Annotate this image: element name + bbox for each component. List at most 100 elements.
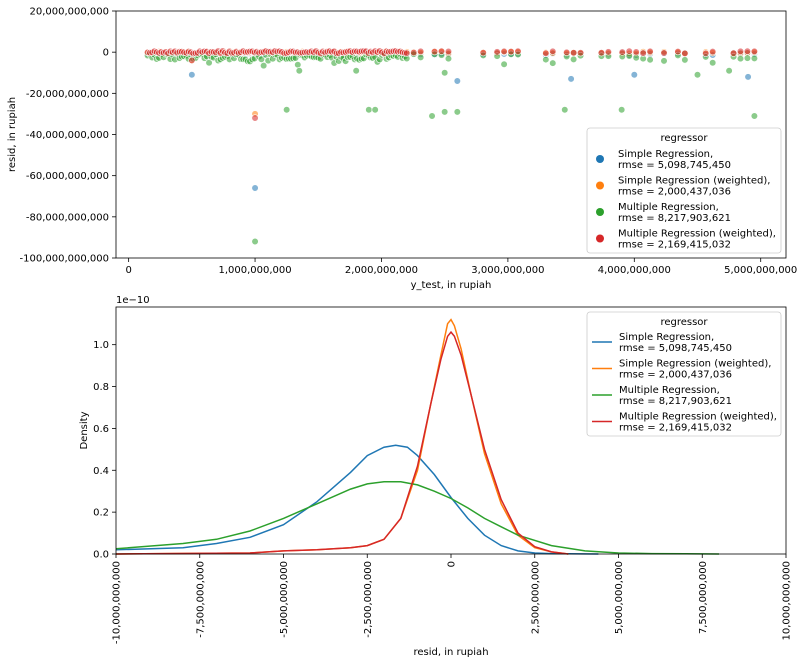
x-tick-label: 0 [125, 265, 131, 276]
legend-title: regressor [660, 317, 708, 328]
scatter-point [437, 47, 446, 55]
y-tick-label: 0.0 [93, 550, 109, 561]
scatter-point [702, 49, 710, 57]
scatter-point [743, 54, 752, 62]
y-tick-label: -100,000,000,000 [20, 254, 110, 265]
scatter-point [681, 56, 689, 64]
legend-label: rmse = 2,169,415,032 [619, 423, 732, 434]
scatter-point [257, 55, 265, 63]
scatter-point [500, 47, 508, 56]
scatter-point [453, 108, 461, 116]
legend-label: Simple Regression, [619, 332, 714, 343]
y-axis-label: Density [79, 411, 90, 449]
legend-label: rmse = 5,098,745,450 [618, 160, 731, 171]
legend-marker-simple_weighted [596, 181, 604, 190]
scatter-point [604, 48, 612, 56]
x-tick-label: 3,000,000,000 [471, 265, 544, 276]
scatter-point [479, 49, 487, 57]
scatter-point [295, 67, 303, 75]
scatter-point [500, 60, 508, 68]
scatter-point [709, 59, 717, 67]
scatter-point [693, 71, 702, 79]
y-tick-label: 1.0 [93, 340, 109, 351]
density-line-multiple_weighted [115, 330, 569, 555]
scatter-point [542, 49, 550, 57]
x-tick-label: 7,500,000,000 [698, 561, 709, 634]
legend-marker-simple [596, 155, 604, 163]
legend-label: rmse = 2,000,437,036 [619, 370, 732, 381]
scatter-point [493, 48, 501, 56]
scatter-point [542, 55, 550, 64]
y-tick-label: 0.2 [93, 508, 109, 519]
y-tick-label: 0 [103, 48, 109, 59]
scatter-point [709, 47, 717, 56]
scatter-point [352, 67, 360, 75]
scatter-point [563, 48, 571, 57]
scatter-point [660, 57, 668, 65]
legend-label: rmse = 2,000,437,036 [618, 187, 731, 198]
scatter-point [570, 55, 578, 64]
scatter-point [453, 77, 461, 85]
x-axis-label: y_test, in rupiah [411, 280, 492, 291]
scatter-point [365, 106, 373, 114]
x-tick-label: 2,000,000,000 [345, 265, 418, 276]
scatter-point [674, 47, 682, 56]
scatter-point [428, 112, 436, 120]
x-tick-label: 0 [447, 561, 458, 567]
scatter-point [251, 237, 259, 246]
density-line-simple_weighted [115, 318, 569, 555]
x-tick-label: 2,500,000,000 [530, 561, 541, 634]
scatter-point [736, 54, 745, 63]
legend-marker-multiple_weighted [596, 234, 604, 243]
legend-label: Multiple Regression (weighted), [619, 412, 777, 423]
scatter-point [725, 67, 733, 75]
scatter-point [630, 71, 638, 79]
scatter-point [750, 54, 758, 63]
scatter-point [507, 48, 515, 56]
y-axis-label: resid, in rupiah [7, 97, 18, 172]
legend-label: Multiple Regression (weighted), [618, 229, 776, 240]
scatter-point [188, 56, 196, 65]
scatter-point [743, 47, 752, 55]
scatter-point [444, 47, 453, 56]
scatter-point [646, 56, 654, 64]
y-tick-label: 0.4 [93, 466, 109, 477]
legend-box [586, 311, 782, 437]
scatter-point [251, 114, 259, 122]
x-axis-label: resid, in rupiah [413, 647, 488, 658]
scatter-point [294, 61, 302, 69]
y-multiplier: 1e−10 [116, 295, 150, 306]
legend-title: regressor [660, 133, 708, 144]
scatter-point [750, 112, 758, 120]
scatter-point [576, 49, 585, 57]
scatter-point [441, 108, 449, 116]
legend-label: Simple Regression (weighted), [619, 359, 771, 370]
x-tick-label: -2,500,000,000 [363, 561, 374, 638]
x-tick-label: 4,000,000,000 [598, 265, 671, 276]
scatter-point [750, 47, 758, 55]
x-tick-label: 10,000,000,000 [782, 561, 793, 641]
scatter-point [632, 48, 640, 56]
y-tick-label: -80,000,000,000 [26, 212, 109, 223]
y-tick-label: 20,000,000,000 [29, 7, 109, 18]
scatter-plot: 20,000,000,000 0 -20,000,000,000 -40,000,00… [7, 7, 797, 292]
scatter-point [618, 106, 626, 114]
x-tick-label: -7,500,000,000 [195, 561, 206, 638]
y-tick-label: -40,000,000,000 [26, 130, 109, 141]
legend-box [586, 127, 782, 254]
scatter-point [251, 184, 259, 192]
scatter-point [639, 49, 647, 57]
x-tick-label: 5,000,000,000 [614, 561, 625, 634]
scatter-point [646, 47, 654, 55]
scatter-point [660, 49, 668, 57]
scatter-point [283, 106, 291, 114]
scatter-point [549, 59, 557, 67]
legend-label: Multiple Regression, [618, 202, 719, 213]
legend-label: rmse = 2,169,415,032 [618, 240, 731, 251]
legend-label: rmse = 8,217,903,621 [618, 213, 731, 224]
y-tick-label: -60,000,000,000 [26, 171, 109, 182]
scatter-point [681, 49, 689, 57]
scatter-point [744, 73, 752, 81]
legend-label: rmse = 8,217,903,621 [619, 396, 732, 407]
